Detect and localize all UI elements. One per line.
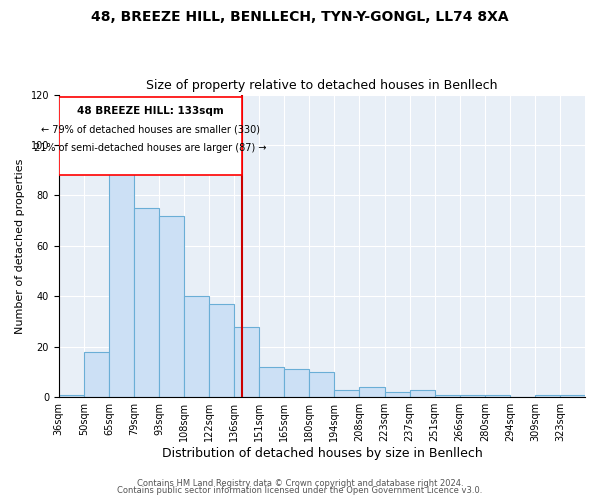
Bar [560,394,585,397]
Bar [134,208,159,397]
FancyBboxPatch shape [59,97,242,176]
Bar [234,326,259,397]
Bar [109,162,134,397]
Text: ← 79% of detached houses are smaller (330): ← 79% of detached houses are smaller (33… [41,125,260,135]
Text: 48, BREEZE HILL, BENLLECH, TYN-Y-GONGL, LL74 8XA: 48, BREEZE HILL, BENLLECH, TYN-Y-GONGL, … [91,10,509,24]
Bar [259,367,284,397]
Bar [359,387,385,397]
Bar [334,390,359,397]
Bar [460,394,485,397]
Text: Contains HM Land Registry data © Crown copyright and database right 2024.: Contains HM Land Registry data © Crown c… [137,478,463,488]
X-axis label: Distribution of detached houses by size in Benllech: Distribution of detached houses by size … [161,447,482,460]
Bar [310,372,334,397]
Text: Contains public sector information licensed under the Open Government Licence v3: Contains public sector information licen… [118,486,482,495]
Bar [59,394,84,397]
Bar [209,304,234,397]
Text: 21% of semi-detached houses are larger (87) →: 21% of semi-detached houses are larger (… [34,142,266,152]
Bar [159,216,184,397]
Bar [535,394,560,397]
Bar [485,394,510,397]
Bar [284,370,310,397]
Bar [184,296,209,397]
Bar [410,390,434,397]
Bar [434,394,460,397]
Text: 48 BREEZE HILL: 133sqm: 48 BREEZE HILL: 133sqm [77,106,224,116]
Bar [385,392,410,397]
Title: Size of property relative to detached houses in Benllech: Size of property relative to detached ho… [146,79,497,92]
Bar [84,352,109,397]
Y-axis label: Number of detached properties: Number of detached properties [15,158,25,334]
